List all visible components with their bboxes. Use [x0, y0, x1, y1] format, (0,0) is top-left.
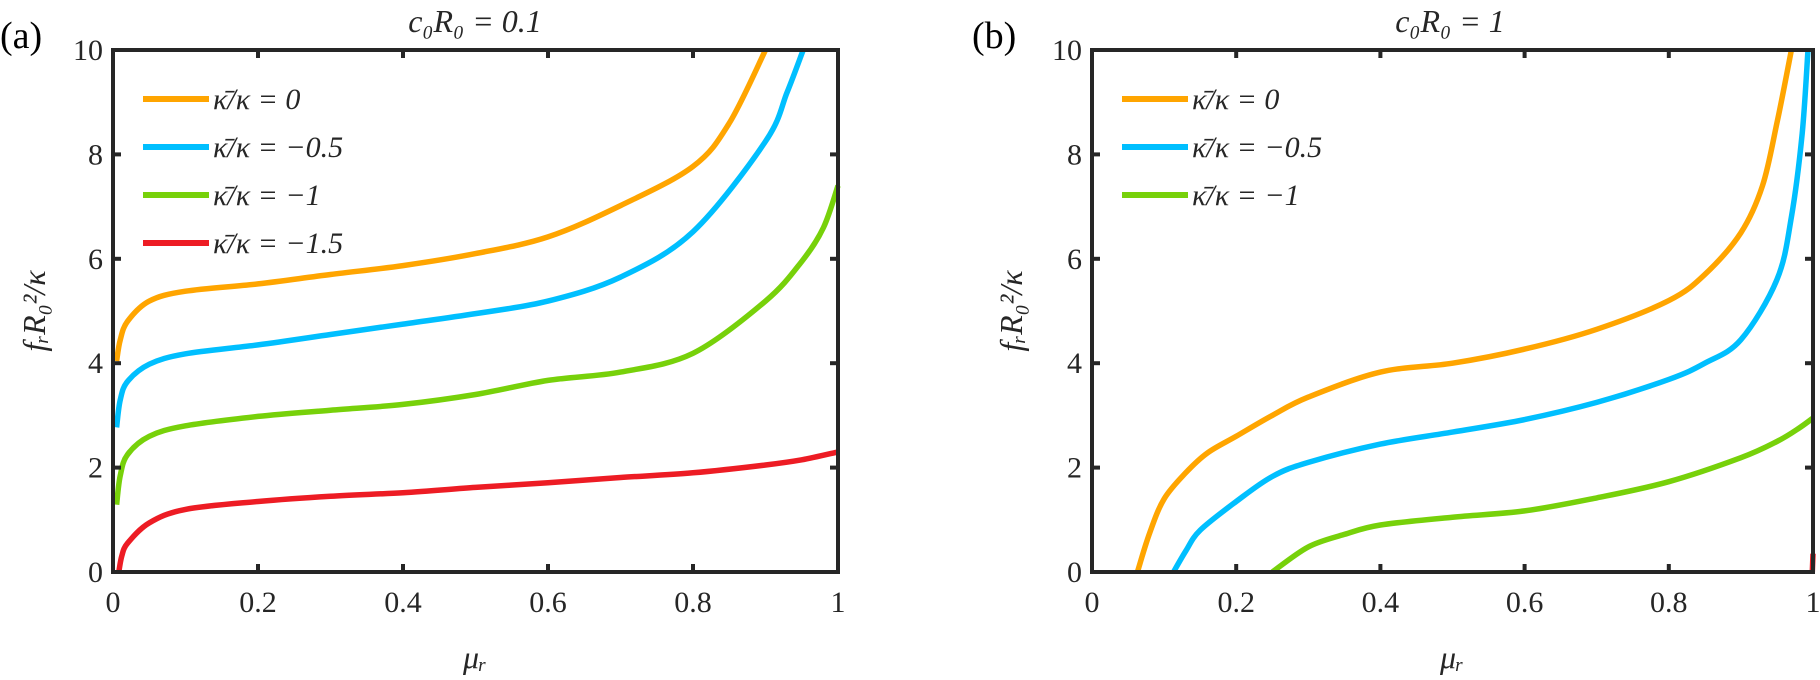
panel-b-y-tick-labels: 0 2 4 6 8 10 — [1052, 34, 1082, 589]
y-tick-label: 10 — [73, 34, 103, 67]
panel-b-x-tick-labels: 0 0.2 0.4 0.6 0.8 1 — [1085, 586, 1820, 619]
y-tick-label: 6 — [88, 243, 103, 276]
panel-a-y-tick-labels: 0 2 4 6 8 10 — [73, 34, 103, 589]
legend-label: κ̄/κ = −1.5 — [213, 227, 343, 260]
x-tick-label: 0 — [1085, 586, 1100, 619]
y-tick-label: 0 — [88, 556, 103, 589]
legend-label: κ̄/κ = 0 — [1192, 83, 1279, 116]
panel-b-legend: κ̄/κ = 0 κ̄/κ = −0.5 κ̄/κ = −1 — [1122, 83, 1322, 212]
legend-label: κ̄/κ = −0.5 — [1192, 131, 1322, 164]
y-tick-label: 2 — [88, 452, 103, 485]
panel-b-series-green-line — [1270, 415, 1815, 572]
panel-a-series-orange-line — [113, 49, 768, 362]
panel-b-x-axis-label: μᵣ — [1439, 639, 1464, 675]
panel-a-axes-box — [111, 48, 840, 574]
panel-a-x-tick-labels: 0 0.2 0.4 0.6 0.8 1 — [106, 586, 846, 619]
panel-a-axes — [111, 48, 840, 574]
legend-label: κ̄/κ = −0.5 — [213, 131, 343, 164]
x-tick-label: 0.2 — [239, 586, 277, 619]
x-tick-label: 1 — [1806, 586, 1820, 619]
x-tick-label: 0.6 — [529, 586, 567, 619]
panel-a-legend: κ̄/κ = 0 κ̄/κ = −0.5 κ̄/κ = −1 κ̄/κ = −1.5 — [143, 83, 343, 260]
panel-a-series-green-line — [113, 184, 841, 506]
panel-b-axes-box — [1090, 48, 1815, 574]
y-tick-label: 4 — [1067, 347, 1082, 380]
x-tick-label: 0.2 — [1217, 586, 1255, 619]
x-tick-label: 0 — [106, 586, 121, 619]
x-tick-label: 0.8 — [1650, 586, 1688, 619]
panel-label-a: (a) — [0, 15, 42, 57]
panel-a-x-axis-label: μᵣ — [462, 639, 487, 675]
y-tick-label: 6 — [1067, 243, 1082, 276]
panel-a-curves — [113, 49, 841, 572]
panel-a: (a) c₀R₀ = 0.1 0 0.2 0.4 0.6 0.8 1 0 2 4 6 8 10 μᵣ… — [0, 3, 846, 675]
panel-b-y-axis-label: fᵣR₀²/κ — [993, 270, 1029, 352]
x-tick-label: 0.6 — [1506, 586, 1544, 619]
panel-b-series-blue-line — [1171, 49, 1811, 572]
y-tick-label: 10 — [1052, 34, 1082, 67]
panel-b-title: c₀R₀ = 1 — [1395, 3, 1505, 39]
legend-label: κ̄/κ = −1 — [1192, 179, 1300, 212]
legend-label: κ̄/κ = −1 — [213, 179, 321, 212]
panel-a-title: c₀R₀ = 0.1 — [408, 3, 542, 39]
panel-b: (b) c₀R₀ = 1 0 0.2 0.4 0.6 0.8 1 0 2 4 6 8 10 μᵣ f… — [972, 3, 1820, 675]
y-tick-label: 8 — [1067, 138, 1082, 171]
panel-label-b: (b) — [972, 15, 1016, 57]
panel-a-series-red-line — [116, 449, 839, 572]
y-tick-label: 4 — [88, 347, 103, 380]
panel-b-axes — [1090, 48, 1815, 574]
legend-label: κ̄/κ = 0 — [213, 83, 300, 116]
panel-b-series-orange-line — [1134, 49, 1795, 572]
x-tick-label: 0.4 — [384, 586, 422, 619]
panel-a-series-blue-line — [113, 49, 806, 428]
x-tick-label: 1 — [831, 586, 846, 619]
x-tick-label: 0.8 — [674, 586, 712, 619]
y-tick-label: 8 — [88, 138, 103, 171]
panel-b-curves — [1134, 49, 1816, 572]
panel-a-y-axis-label: fᵣR₀²/κ — [16, 270, 52, 352]
y-tick-label: 2 — [1067, 452, 1082, 485]
y-tick-label: 0 — [1067, 556, 1082, 589]
x-tick-label: 0.4 — [1362, 586, 1400, 619]
